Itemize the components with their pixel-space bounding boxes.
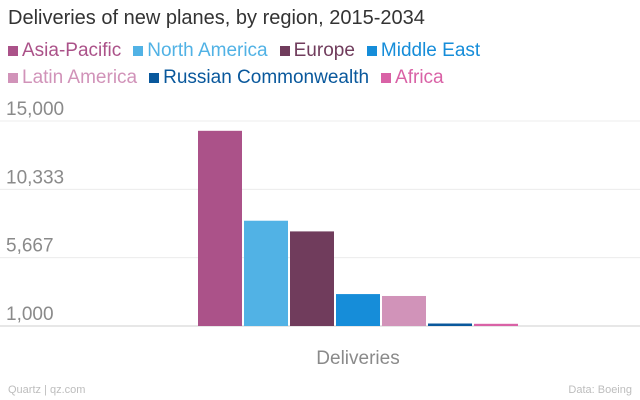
x-tick-label: Deliveries: [316, 348, 399, 369]
legend-item-europe: Europe: [279, 39, 355, 62]
legend-label: Middle East: [380, 39, 481, 61]
legend-item-russian-commonwealth: Russian Commonwealth: [149, 67, 369, 89]
legend-label: Russian Commonwealth: [163, 66, 370, 88]
bar-north-america: [244, 220, 288, 326]
chart-title: Deliveries of new planes, by region, 201…: [8, 7, 425, 29]
legend-swatch: [8, 45, 18, 56]
legend-swatch: [8, 72, 18, 83]
y-tick-label: 1,000: [6, 304, 54, 325]
y-tick-label: 15,000: [6, 99, 64, 120]
bar-latin-america: [382, 295, 426, 326]
legend: Asia-Pacific North America Europe Middle…: [8, 37, 608, 91]
legend-label: Africa: [395, 66, 444, 88]
footer-credit: Quartz | qz.com: [8, 384, 86, 396]
legend-swatch: [381, 72, 392, 83]
legend-item-africa: Africa: [381, 67, 444, 89]
legend-swatch: [279, 45, 290, 56]
bar-africa: [474, 323, 518, 326]
bar-asia-pacific: [198, 130, 242, 326]
bar-middle-east: [336, 294, 380, 326]
legend-item-north-america: North America: [133, 39, 268, 62]
y-tick-label: 5,667: [6, 236, 54, 257]
bar-europe: [290, 231, 334, 326]
legend-swatch: [149, 72, 160, 83]
y-tick-label: 10,333: [6, 167, 64, 188]
legend-row-1: Asia-Pacific North America Europe Middle…: [8, 37, 608, 64]
legend-item-latin-america: Latin America: [8, 67, 137, 89]
legend-item-asia-pacific: Asia-Pacific: [8, 40, 121, 62]
legend-swatch: [366, 45, 377, 56]
legend-swatch: [133, 45, 144, 56]
legend-label: Latin America: [22, 66, 138, 88]
legend-label: Europe: [293, 39, 355, 61]
footer-source: Data: Boeing: [568, 384, 632, 396]
bar-russian-commonwealth: [428, 323, 472, 326]
legend-label: North America: [147, 39, 268, 61]
legend-row-2: Latin America Russian Commonwealth Afric…: [8, 64, 608, 91]
legend-item-middle-east: Middle East: [366, 39, 481, 62]
legend-label: Asia-Pacific: [22, 39, 122, 61]
